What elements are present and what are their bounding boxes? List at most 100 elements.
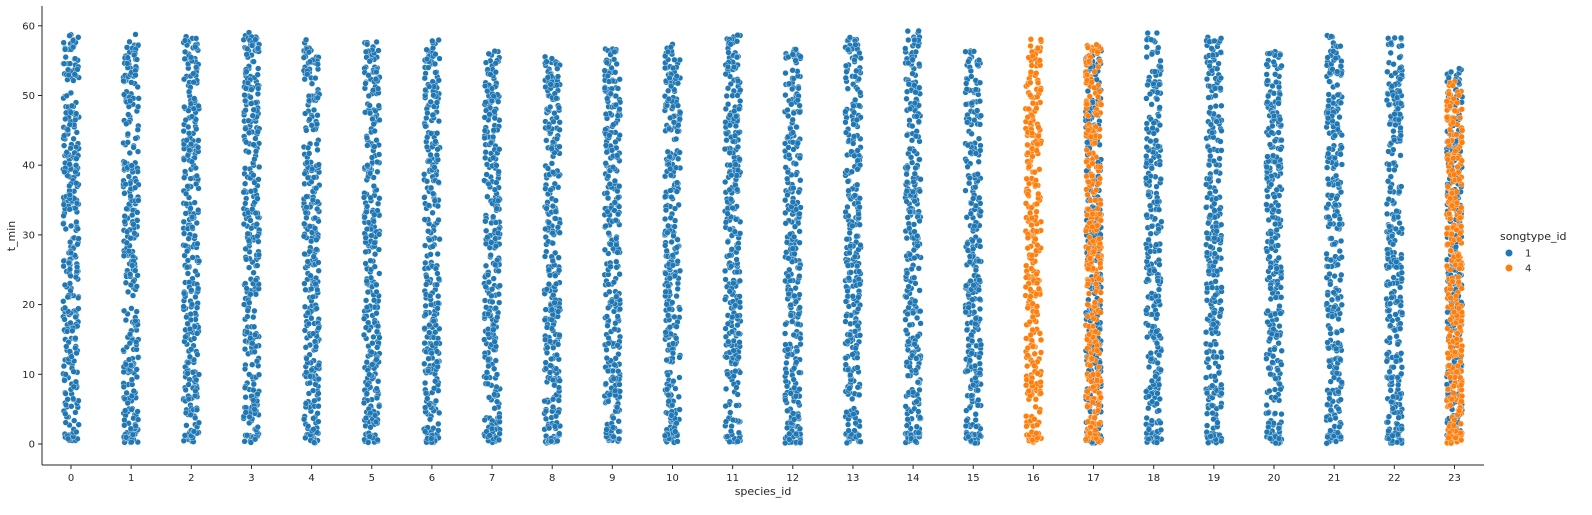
data-point bbox=[602, 222, 609, 230]
data-point bbox=[243, 256, 250, 263]
data-point bbox=[792, 298, 800, 305]
data-point bbox=[184, 183, 191, 190]
data-point bbox=[305, 144, 312, 151]
data-point bbox=[734, 322, 741, 329]
data-point bbox=[72, 55, 79, 62]
data-point bbox=[842, 62, 850, 69]
data-point bbox=[125, 288, 132, 295]
data-point bbox=[788, 101, 795, 108]
data-point bbox=[481, 416, 488, 424]
data-point bbox=[610, 433, 617, 440]
data-point bbox=[915, 265, 922, 272]
data-point bbox=[255, 251, 262, 258]
data-point bbox=[433, 348, 441, 355]
data-point bbox=[182, 386, 189, 393]
data-point bbox=[968, 130, 975, 137]
data-point bbox=[367, 257, 374, 264]
data-point bbox=[240, 189, 247, 196]
data-point bbox=[792, 393, 799, 400]
data-point bbox=[244, 313, 251, 320]
data-point bbox=[787, 312, 794, 319]
data-point bbox=[787, 390, 794, 397]
data-point bbox=[62, 371, 69, 378]
data-point bbox=[69, 327, 76, 334]
data-point bbox=[314, 410, 321, 417]
data-point bbox=[482, 149, 489, 156]
data-point bbox=[670, 232, 677, 239]
data-point bbox=[604, 367, 612, 375]
data-point bbox=[855, 432, 863, 439]
data-point bbox=[843, 68, 850, 75]
data-point bbox=[254, 262, 261, 269]
data-point bbox=[610, 424, 617, 431]
data-point bbox=[796, 291, 803, 298]
data-point bbox=[373, 281, 380, 288]
data-point bbox=[366, 371, 373, 378]
data-point bbox=[851, 253, 858, 260]
data-point bbox=[121, 190, 128, 197]
data-point bbox=[375, 102, 382, 109]
data-point bbox=[482, 59, 490, 66]
data-point bbox=[428, 184, 435, 191]
data-point bbox=[365, 439, 372, 446]
data-point bbox=[192, 268, 199, 275]
data-point bbox=[903, 198, 910, 205]
data-point bbox=[734, 167, 742, 174]
data-point bbox=[785, 255, 792, 262]
data-point bbox=[371, 127, 378, 135]
data-point bbox=[782, 70, 789, 77]
data-point bbox=[916, 287, 923, 294]
data-point bbox=[673, 188, 680, 195]
data-point bbox=[184, 152, 191, 159]
data-point bbox=[369, 340, 376, 347]
data-point bbox=[252, 331, 259, 338]
data-point bbox=[135, 416, 142, 423]
data-point bbox=[73, 110, 80, 117]
data-point bbox=[134, 168, 141, 175]
data-point bbox=[60, 220, 67, 227]
data-point bbox=[366, 58, 373, 65]
data-point bbox=[490, 213, 497, 220]
data-point bbox=[613, 258, 620, 265]
data-point bbox=[128, 162, 135, 169]
data-point bbox=[722, 403, 729, 410]
data-point bbox=[912, 298, 919, 305]
data-point bbox=[495, 168, 502, 175]
data-point bbox=[432, 378, 439, 385]
data-point bbox=[905, 338, 912, 345]
data-point bbox=[605, 334, 612, 342]
data-point bbox=[66, 206, 73, 213]
data-point bbox=[789, 85, 796, 93]
data-point bbox=[425, 202, 432, 209]
data-point bbox=[66, 191, 73, 198]
data-point bbox=[547, 186, 554, 193]
data-point bbox=[483, 161, 491, 168]
data-point bbox=[432, 138, 439, 145]
data-point bbox=[426, 236, 433, 243]
data-point bbox=[250, 58, 257, 65]
data-point bbox=[606, 391, 613, 398]
data-point bbox=[244, 79, 251, 86]
data-point bbox=[193, 376, 200, 383]
data-point bbox=[854, 364, 861, 371]
data-point bbox=[193, 35, 200, 42]
data-point bbox=[602, 380, 609, 387]
data-point bbox=[789, 199, 796, 206]
data-point bbox=[849, 222, 856, 229]
data-point bbox=[315, 390, 322, 397]
data-point bbox=[675, 393, 682, 400]
data-point bbox=[913, 113, 920, 120]
data-point bbox=[673, 135, 680, 143]
data-point bbox=[855, 294, 862, 301]
data-point bbox=[793, 123, 800, 131]
data-point bbox=[845, 187, 852, 194]
data-point bbox=[910, 178, 917, 185]
data-point bbox=[786, 266, 793, 273]
data-point bbox=[605, 304, 612, 311]
data-point bbox=[902, 327, 910, 334]
data-point bbox=[666, 125, 673, 132]
data-point bbox=[185, 359, 192, 366]
data-point bbox=[613, 293, 620, 300]
data-point bbox=[195, 285, 202, 292]
data-point bbox=[487, 252, 494, 259]
